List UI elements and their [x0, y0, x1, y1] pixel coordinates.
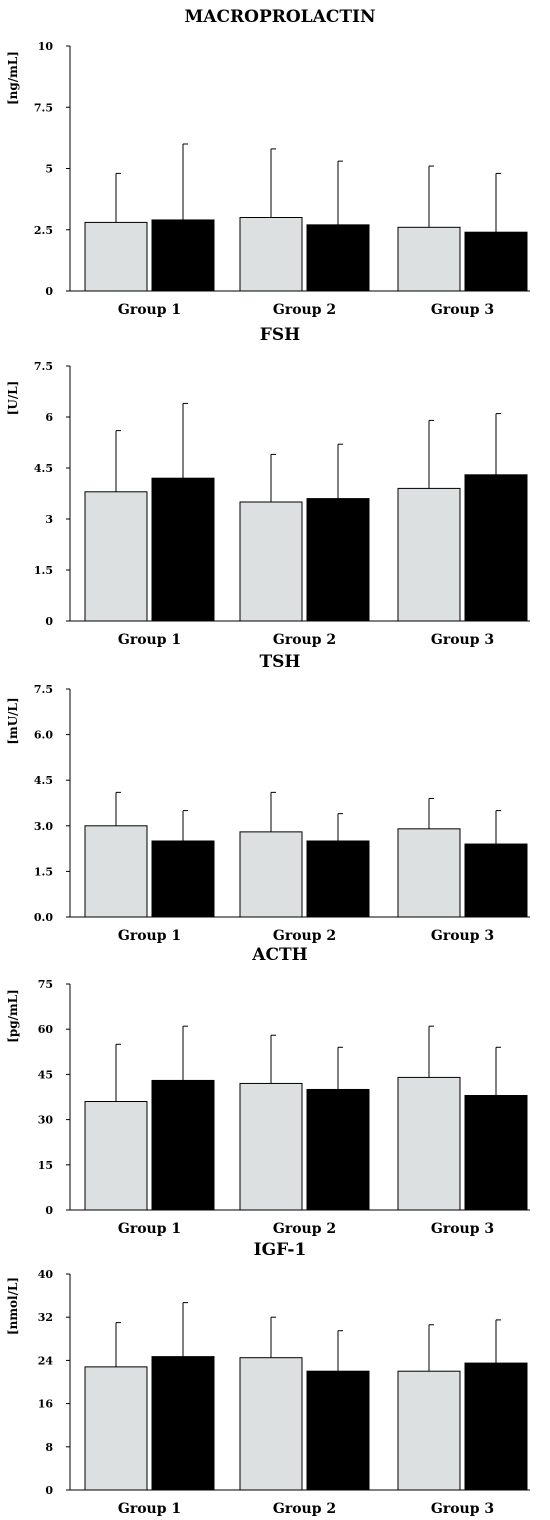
y-tick-label: 0 [45, 1484, 53, 1497]
y-tick-label: 30 [38, 1114, 54, 1127]
bar-group-2-series-2 [306, 224, 370, 292]
x-tick-label: Group 2 [273, 928, 336, 944]
x-tick-label: Group 1 [118, 1501, 181, 1517]
y-axis-label: [mU/L] [6, 697, 20, 744]
bar-group-2-series-1 [239, 831, 303, 918]
bar-group-1-series-2 [151, 840, 215, 918]
y-tick-label: 10 [38, 40, 54, 53]
bar-group-1-series-2 [151, 1079, 215, 1211]
bar-group-2-series-1 [239, 217, 303, 292]
chart-title: IGF-1 [254, 1240, 307, 1260]
x-tick-label: Group 2 [273, 632, 336, 648]
y-tick-label: 40 [38, 1268, 54, 1281]
bar-group-3-series-2 [464, 843, 528, 918]
x-tick-label: Group 2 [273, 1501, 336, 1517]
bar-group-1-series-1 [84, 1366, 148, 1491]
bar-group-3-series-1 [397, 226, 461, 292]
bar-group-2-series-1 [239, 1357, 303, 1491]
y-tick-label: 0 [45, 615, 53, 628]
chart-title: FSH [260, 325, 300, 345]
y-tick-label: 1.5 [34, 564, 53, 577]
bar-group-2-series-2 [306, 1088, 370, 1211]
chart-panel-2: FSH [U/L] 0 1.5 3 4.5 6 7.5 Group 1 Group 2 Group … [6, 325, 530, 648]
y-tick-label: 5 [45, 163, 53, 176]
y-axis-label: [U/L] [6, 381, 20, 416]
y-tick-label: 6 [45, 411, 53, 424]
bar-group-1-series-1 [84, 491, 148, 622]
bar-group-1-series-2 [151, 1356, 215, 1491]
y-tick-label: 32 [38, 1311, 53, 1324]
y-tick-label: 75 [38, 978, 53, 991]
bar-group-3-series-2 [464, 474, 528, 622]
y-axis-label: [nmol/L] [6, 1277, 20, 1335]
y-tick-label: 7.5 [34, 101, 53, 114]
bar-group-3-series-2 [464, 231, 528, 292]
bar-group-1-series-1 [84, 825, 148, 918]
x-tick-label: Group 3 [431, 1221, 494, 1237]
bar-group-1-series-1 [84, 221, 148, 292]
y-tick-label: 7.5 [34, 683, 53, 696]
y-tick-label: 0 [45, 285, 53, 298]
chart-title: ACTH [251, 945, 307, 965]
y-tick-label: 0 [45, 1204, 53, 1217]
y-tick-label: 0.0 [34, 911, 53, 924]
bar-group-3-series-2 [464, 1094, 528, 1211]
y-tick-label: 24 [38, 1354, 54, 1367]
y-axis-label: [ng/mL] [6, 51, 20, 105]
bar-group-1-series-2 [151, 219, 215, 292]
bar-group-3-series-1 [397, 828, 461, 918]
y-tick-label: 45 [38, 1068, 53, 1081]
chart-panel-1: MACROPROLACTIN [ng/mL] 0 2.5 5 7.5 10 Group 1 Gr… [6, 7, 530, 318]
x-tick-label: Group 1 [118, 1221, 181, 1237]
y-tick-label: 60 [38, 1023, 54, 1036]
y-tick-label: 1.5 [34, 865, 53, 878]
chart-panel-3: TSH [mU/L] 0.0 1.5 3.0 4.5 6.0 7.5 Group 1 Group … [6, 652, 530, 944]
bar-group-2-series-2 [306, 1370, 370, 1491]
y-tick-label: 7.5 [34, 360, 53, 373]
y-axis-label: [pg/mL] [6, 989, 20, 1043]
x-tick-label: Group 1 [118, 632, 181, 648]
bar-group-2-series-1 [239, 501, 303, 622]
x-tick-label: Group 3 [431, 302, 494, 318]
bar-group-3-series-1 [397, 1370, 461, 1491]
y-tick-label: 15 [38, 1159, 53, 1172]
x-tick-label: Group 3 [431, 928, 494, 944]
y-tick-label: 4.5 [34, 462, 53, 475]
chart-panel-5: IGF-1 [nmol/L] 0 8 16 24 32 40 Group 1 Group 2 Gro… [6, 1240, 530, 1517]
bar-group-3-series-1 [397, 487, 461, 622]
chart-title: TSH [260, 652, 301, 672]
x-tick-label: Group 1 [118, 928, 181, 944]
y-tick-label: 2.5 [34, 224, 53, 237]
y-tick-label: 4.5 [34, 774, 53, 787]
bar-group-3-series-1 [397, 1076, 461, 1211]
y-tick-label: 8 [45, 1441, 53, 1454]
x-tick-label: Group 3 [431, 632, 494, 648]
y-tick-label: 6.0 [34, 729, 53, 742]
bar-group-3-series-2 [464, 1362, 528, 1491]
x-tick-label: Group 2 [273, 302, 336, 318]
x-tick-label: Group 1 [118, 302, 181, 318]
chart-panel-4: ACTH [pg/mL] 0 15 30 45 60 75 Group 1 Group 2 Grou… [6, 945, 530, 1237]
x-tick-label: Group 2 [273, 1221, 336, 1237]
bar-group-2-series-2 [306, 840, 370, 918]
y-tick-label: 3.0 [34, 820, 53, 833]
bar-group-2-series-1 [239, 1082, 303, 1211]
bar-group-2-series-2 [306, 498, 370, 622]
bar-group-1-series-2 [151, 477, 215, 622]
y-tick-label: 3 [45, 513, 53, 526]
x-tick-label: Group 3 [431, 1501, 494, 1517]
y-tick-label: 16 [38, 1398, 54, 1411]
chart-title: MACROPROLACTIN [184, 7, 375, 27]
bar-group-1-series-1 [84, 1101, 148, 1211]
